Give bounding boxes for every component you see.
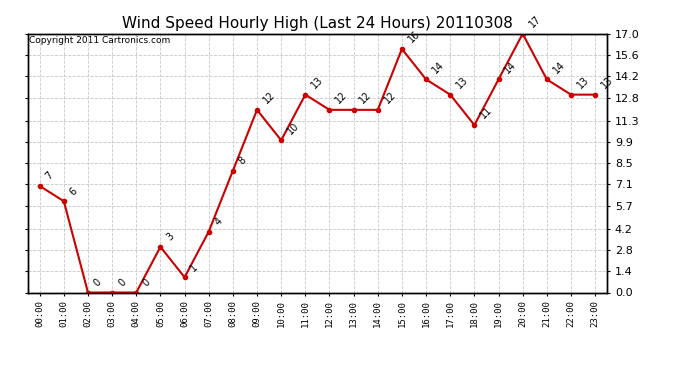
Text: 13: 13 bbox=[310, 75, 325, 90]
Text: 1: 1 bbox=[189, 262, 200, 273]
Title: Wind Speed Hourly High (Last 24 Hours) 20110308: Wind Speed Hourly High (Last 24 Hours) 2… bbox=[122, 16, 513, 31]
Text: 0: 0 bbox=[92, 277, 104, 288]
Text: Copyright 2011 Cartronics.com: Copyright 2011 Cartronics.com bbox=[29, 36, 170, 45]
Text: 4: 4 bbox=[213, 216, 224, 228]
Text: 3: 3 bbox=[165, 231, 176, 243]
Text: 12: 12 bbox=[382, 90, 397, 106]
Text: 13: 13 bbox=[600, 75, 615, 90]
Text: 16: 16 bbox=[406, 29, 422, 45]
Text: 10: 10 bbox=[286, 120, 301, 136]
Text: 8: 8 bbox=[237, 155, 248, 166]
Text: 13: 13 bbox=[455, 75, 470, 90]
Text: 0: 0 bbox=[141, 277, 152, 288]
Text: 0: 0 bbox=[117, 277, 128, 288]
Text: 13: 13 bbox=[575, 75, 591, 90]
Text: 12: 12 bbox=[358, 90, 373, 106]
Text: 12: 12 bbox=[262, 90, 277, 106]
Text: 6: 6 bbox=[68, 186, 79, 197]
Text: 12: 12 bbox=[334, 90, 349, 106]
Text: 14: 14 bbox=[503, 60, 518, 75]
Text: 7: 7 bbox=[44, 170, 55, 182]
Text: 17: 17 bbox=[527, 14, 542, 30]
Text: 14: 14 bbox=[551, 60, 566, 75]
Text: 11: 11 bbox=[479, 105, 494, 121]
Text: 14: 14 bbox=[431, 60, 446, 75]
